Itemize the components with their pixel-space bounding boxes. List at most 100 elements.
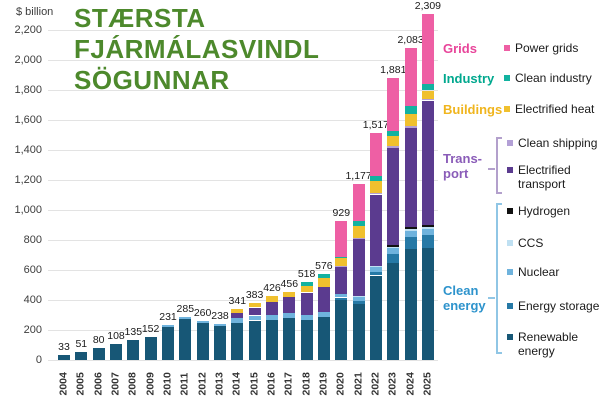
bar-2020-clean-industry — [335, 256, 348, 259]
bar-2021-clean-industry — [352, 221, 365, 226]
bar-total-label-2024: 2,083 — [397, 34, 424, 46]
legend-item-clean-shipping: Clean shipping — [518, 136, 598, 150]
bar-total-label-2020: 929 — [332, 206, 351, 219]
y-tick-0: 0 — [35, 354, 42, 366]
renewable-energy-swatch-icon — [507, 334, 513, 340]
bar-2023-energy-storage — [387, 253, 400, 263]
bar-2007-renewable-energy — [110, 343, 122, 360]
y-tick-600: 600 — [23, 264, 42, 277]
x-tick-2011: 2011 — [178, 372, 191, 396]
bar-2016-renewable-energy — [266, 320, 278, 360]
bar-2023-electrified-transport — [387, 147, 400, 246]
bar-2020-energy-storage — [335, 297, 348, 300]
bar-total-label-2015: 383 — [245, 288, 264, 301]
y-tick-1000: 1,000 — [14, 204, 42, 217]
bar-total-label-2011: 285 — [176, 303, 195, 316]
overlay-title-line3: SÖGUNNAR — [74, 65, 230, 95]
bar-total-label-2019: 576 — [315, 259, 333, 272]
gridline-1200 — [48, 180, 438, 182]
x-tick-2004: 2004 — [57, 372, 70, 396]
energy-storage-swatch-icon — [507, 303, 513, 309]
gridline-2200 — [48, 30, 438, 32]
y-tick-1800: 1,800 — [14, 84, 42, 97]
bar-2024-power-grids — [404, 48, 417, 107]
bar-2018-electrified-heat — [300, 285, 313, 293]
x-tick-2021: 2021 — [352, 372, 365, 396]
bar-2023-renewable-energy — [387, 262, 400, 360]
bar-2021-electrified-heat — [352, 226, 365, 239]
bar-2010-renewable-energy — [162, 326, 174, 360]
bar-2024-hydrogen — [404, 227, 417, 229]
bar-2020-renewable-energy — [335, 299, 348, 360]
gridline-1800 — [48, 90, 438, 92]
bar-total-label-2023: 1,881 — [380, 64, 407, 77]
y-tick-800: 800 — [23, 234, 42, 247]
y-tick-1200: 1,200 — [14, 174, 42, 187]
legend-group-transport: Trans- port — [443, 151, 483, 181]
bar-2020-electrified-heat — [335, 258, 348, 267]
legend-item-nuclear: Nuclear — [518, 265, 560, 279]
bar-2023-clean-shipping — [387, 146, 400, 148]
bar-2025-clean-industry — [421, 83, 434, 91]
x-tick-2022: 2022 — [369, 372, 382, 396]
bar-2022-renewable-energy — [369, 275, 382, 360]
legend-item-renewable-energy: Renewable energy — [518, 330, 579, 358]
bar-2015-renewable-energy — [248, 320, 261, 360]
gridline-600 — [48, 270, 438, 272]
bar-2021-nuclear — [352, 296, 365, 302]
bar-2022-ccs — [369, 265, 382, 267]
bar-2013-nuclear — [214, 324, 226, 327]
bar-total-label-2016: 426 — [263, 282, 281, 295]
bar-total-label-2012: 260 — [193, 307, 212, 320]
y-tick-200: 200 — [23, 324, 42, 337]
bar-2017-renewable-energy — [283, 317, 296, 360]
bar-2011-nuclear — [179, 317, 192, 320]
bar-2017-nuclear — [283, 312, 296, 318]
x-tick-2007: 2007 — [109, 372, 122, 396]
bar-2025-power-grids — [421, 14, 434, 84]
bar-2016-electrified-heat — [266, 296, 278, 303]
bar-2019-electrified-transport — [317, 286, 330, 312]
y-tick-1600: 1,600 — [14, 114, 42, 127]
bar-2019-renewable-energy — [317, 316, 330, 360]
bar-2021-ccs — [352, 295, 365, 297]
bar-2013-renewable-energy — [214, 326, 226, 360]
bar-2025-ccs — [421, 226, 434, 229]
x-tick-2024: 2024 — [404, 372, 417, 396]
y-tick-2000: 2,000 — [14, 54, 42, 67]
bar-2024-clean-industry — [404, 106, 417, 114]
bar-2018-electrified-transport — [300, 292, 313, 316]
x-tick-2008: 2008 — [126, 372, 139, 396]
bar-total-label-2009: 152 — [141, 323, 160, 336]
bar-2018-renewable-energy — [300, 319, 313, 360]
electrified-heat-swatch-icon — [504, 106, 510, 112]
x-tick-2025: 2025 — [421, 372, 434, 396]
bar-2011-renewable-energy — [179, 319, 192, 360]
bar-2025-clean-shipping — [421, 98, 434, 101]
gridline-0 — [48, 360, 438, 361]
bar-2024-electrified-transport — [404, 127, 417, 228]
bar-2016-nuclear — [266, 315, 278, 321]
x-tick-2014: 2014 — [230, 372, 243, 396]
x-tick-2009: 2009 — [144, 372, 157, 396]
bar-2021-electrified-transport — [352, 239, 365, 296]
power-grids-swatch-icon — [504, 45, 510, 51]
bar-2022-clean-industry — [369, 176, 382, 182]
bar-2025-hydrogen — [421, 224, 434, 227]
overlay-title-line1: STÆRSTA — [74, 3, 206, 33]
bar-2015-electrified-heat — [248, 302, 261, 308]
bar-2022-clean-shipping — [369, 193, 382, 195]
bar-2012-renewable-energy — [196, 322, 209, 360]
x-tick-2013: 2013 — [213, 372, 226, 396]
overlay-title: STÆRSTA FJÁRMÁLASVINDL SÖGUNNAR — [74, 3, 319, 96]
gridline-2000 — [48, 60, 438, 62]
x-tick-2012: 2012 — [196, 372, 209, 396]
bar-2023-power-grids — [387, 78, 400, 131]
bar-2020-electrified-transport — [335, 266, 348, 294]
legend-item-clean-industry: Clean industry — [515, 71, 592, 85]
hydrogen-swatch-icon — [507, 208, 513, 214]
bar-2025-electrified-transport — [421, 100, 434, 225]
bar-2020-nuclear — [335, 293, 348, 298]
clean-energy-bracket — [496, 203, 502, 354]
bar-2024-electrified-heat — [404, 114, 417, 126]
